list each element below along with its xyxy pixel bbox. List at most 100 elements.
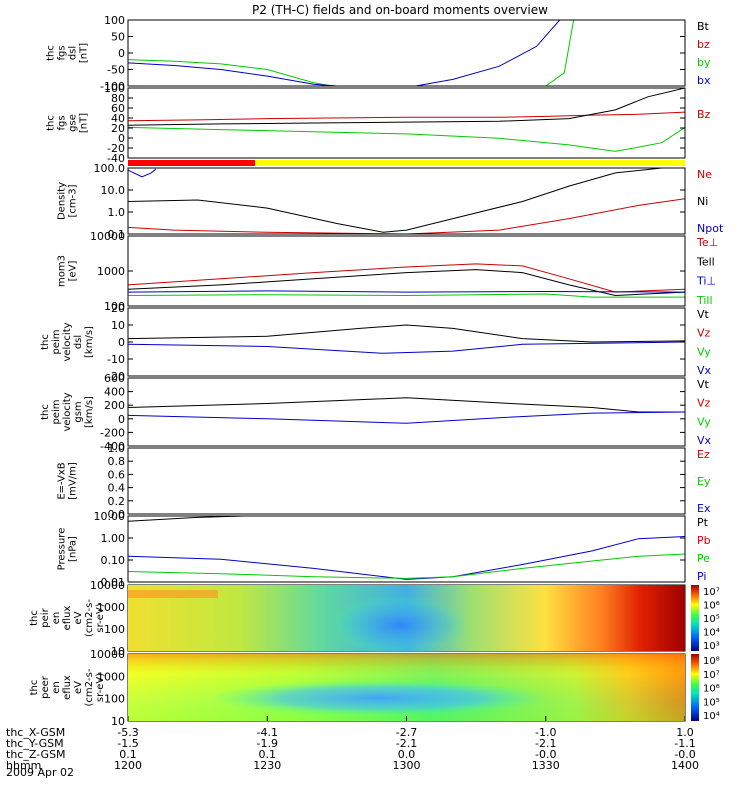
ylabel-line: en: [51, 681, 62, 694]
colorbar-label: 10⁴: [703, 711, 720, 722]
ytick-label: 100: [104, 693, 125, 706]
ylabel-line: eflux: [62, 606, 73, 631]
ytick-label: 10.00: [94, 510, 126, 523]
ion-spectrogram-core: [330, 595, 470, 655]
ytick-label: 0.01: [101, 576, 126, 589]
panel-fgs-dsl: 100 50 0 -50 -100 thcfgsdsl[nT] Bt bz by bx: [46, 14, 711, 93]
panel-pressure: 10.00 1.00 0.10 0.01 Pressure[nPa] Pt Pb Pe Pi: [57, 510, 711, 589]
panel-frame: [127, 515, 686, 583]
ylabel-line: thc: [29, 610, 40, 626]
electron-spectrogram: [128, 654, 685, 721]
ylabel-eflux-ion: thcpeirenefluxeV(cm2-s-sr-eV): [29, 599, 106, 637]
ytick-label: 1000: [97, 265, 125, 278]
ytick-label: -20: [107, 142, 125, 155]
ylabel-line: [km/s]: [84, 396, 95, 428]
series-fgs-gse-0: [128, 111, 685, 122]
colorbar-label: 10⁶: [703, 601, 720, 612]
ylabel-fgs-gse: thcfgsgse[nT]: [46, 113, 90, 133]
ylabel-line: peer: [40, 675, 51, 699]
ytick-label: 1000: [97, 601, 125, 614]
ylabel-line: eV: [73, 611, 84, 624]
xrow-value: 1230: [253, 759, 281, 772]
ylabel-velocity-gsm: thcpeimvelocitygsm[km/s]: [40, 392, 95, 431]
ytick-label: 400: [104, 386, 125, 399]
ylabel-line: gse: [68, 114, 79, 132]
ytick-label: 10000: [90, 230, 125, 243]
xrow-value: -0.0: [535, 748, 556, 761]
ytick-label: 60: [111, 102, 125, 115]
quality-bar-red: [128, 160, 255, 166]
ytick-label: 10000: [90, 579, 125, 592]
ylabel-line: [mV/m]: [68, 462, 79, 500]
ylabel-line: Density: [57, 182, 68, 220]
xrow-value: 1200: [114, 759, 142, 772]
electron-spectrogram-core: [210, 680, 550, 716]
legend-velocity-dsl-2: Vy: [697, 345, 711, 358]
legend-efield-1: Ey: [697, 475, 711, 488]
ytick-label: 1.0: [108, 442, 126, 455]
ylabel-line: en: [51, 612, 62, 625]
legend-velocity-gsm-1: Vz: [697, 397, 711, 410]
ylabel-line: [km/s]: [84, 326, 95, 358]
xrow-label: thc_X-GSM: [6, 726, 65, 739]
ylabel-line: eV: [73, 681, 84, 694]
ylabel-line: fgs: [57, 115, 68, 130]
panel-frame: [127, 447, 686, 515]
xrow-value: -2.1: [396, 737, 417, 750]
ytick-label: 1.00: [101, 532, 126, 545]
ytick-label: 1.0: [108, 206, 126, 219]
ylabel-line: E=-VxB: [57, 462, 68, 499]
series-pressure-0: [128, 516, 245, 522]
xrow-label: thc_Y-GSM: [6, 737, 64, 750]
xrow-value: 0.1: [119, 748, 137, 761]
ylabel-line: sr-eV): [95, 673, 106, 702]
ylabel-line: (cm2-s-: [84, 599, 95, 637]
colorbar-label: 10⁵: [703, 697, 720, 708]
series-velocity-gsm-0: [128, 397, 685, 413]
ylabel-density: Density[cm-3]: [57, 182, 79, 220]
legend-efield-2: Ex: [697, 502, 711, 515]
xrow-label: hhmm: [6, 759, 41, 772]
legend-velocity-dsl-3: Vx: [697, 364, 712, 377]
ylabel-line: sr-eV): [95, 603, 106, 632]
xrow-value: 1300: [393, 759, 421, 772]
xrow-value: -2.1: [535, 737, 556, 750]
ytick-label: 0.0: [108, 508, 126, 521]
ytick-label: -20: [107, 370, 125, 383]
xrow-value: 1400: [671, 759, 699, 772]
xrow-value: 0.0: [398, 748, 416, 761]
ytick-label: 50: [111, 31, 125, 44]
colorbar-label: 10³: [703, 641, 720, 652]
legend-temperature-3: Till: [696, 294, 713, 307]
xrow-value: -1.1: [674, 737, 695, 750]
ytick-label: 200: [104, 399, 125, 412]
quality-bar-yellow: [255, 160, 685, 166]
ylabel-line: peir: [40, 607, 51, 627]
ylabel-line: [nT]: [79, 43, 90, 63]
series-fgs-gse-2: [128, 126, 685, 152]
plot-title: P2 (TH-C) fields and on-board moments ov…: [252, 3, 548, 17]
series-temperature-0: [128, 263, 685, 293]
ytick-label: 100: [104, 300, 125, 313]
series-velocity-gsm-1: [128, 411, 685, 424]
ytick-label: -10: [107, 353, 125, 366]
ytick-label: -50: [107, 64, 125, 77]
ylabel-line: dsl: [73, 335, 84, 349]
series-pressure-1: [128, 536, 685, 580]
series-temperature-2: [128, 290, 685, 293]
colorbar-label: 10⁷: [703, 587, 720, 598]
panel-density: 100.0 10.0 1.0 0.1 Density[cm-3] Ne Ni Npot: [57, 162, 724, 241]
ytick-label: 10.0: [101, 184, 126, 197]
ytick-label: 0: [118, 47, 125, 60]
ytick-label: 20: [111, 302, 125, 315]
ytick-label: 10: [111, 715, 125, 728]
ytick-label: 100: [104, 82, 125, 95]
colorbar-labels: 10⁷ 10⁶ 10⁵ 10⁴ 10³ 10⁸ 10⁷ 10⁶ 10⁵ 10⁴: [703, 587, 720, 722]
ytick-label: -40: [107, 152, 125, 165]
series-fgs-dsl-1: [128, 20, 561, 86]
ylabel-pressure: Pressure[nPa]: [57, 528, 79, 571]
ylabel-line: dsl: [68, 46, 79, 60]
series-velocity-dsl-0: [128, 324, 685, 343]
